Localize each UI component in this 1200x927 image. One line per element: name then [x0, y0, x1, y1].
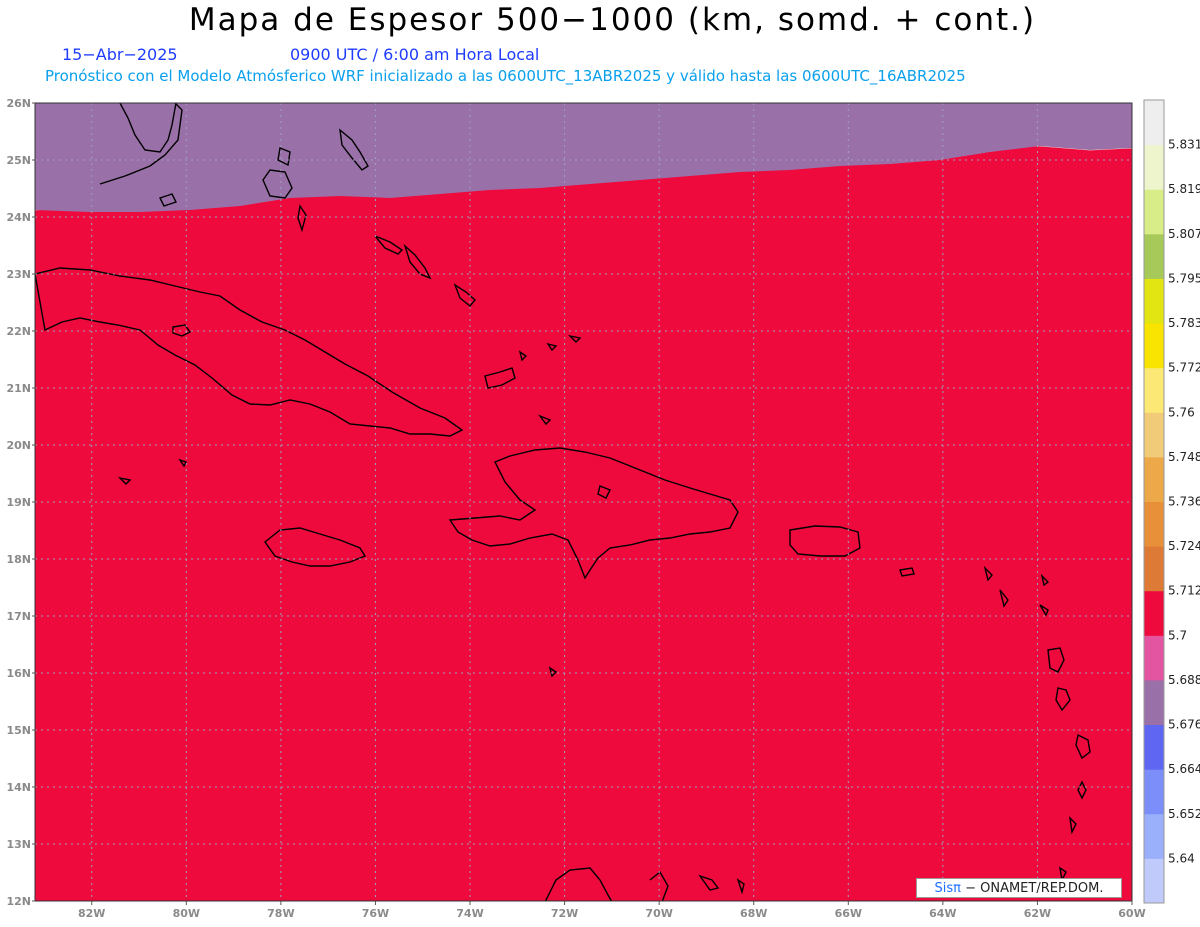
axis-tick-labels: 82W 80W 78W 76W 74W 72W 70W 68W 66W 64W 62W 60W 12N 1… — [6, 97, 1145, 920]
lat-tick-label: 21N — [6, 382, 31, 395]
colorbar-swatch — [1144, 679, 1164, 726]
colorbar-level-label: 5.724 — [1168, 539, 1200, 553]
coastlines — [35, 103, 1091, 901]
colorbar-swatch — [1144, 769, 1164, 815]
colorbar-level-label: 5.688 — [1168, 673, 1200, 687]
map-title: Mapa de Espesor 500−1000 (km, somd. + co… — [188, 2, 1037, 38]
lat-tick-label: 26N — [6, 97, 31, 110]
colorbar-swatch — [1144, 501, 1164, 547]
colorbar-legend: 5.64 5.652 5.664 5.676 5.688 5.7 5.712 5.724 5.7… — [1143, 99, 1200, 904]
colorbar-level-label: 5.64 — [1168, 851, 1195, 865]
colorbar-swatch — [1144, 590, 1164, 636]
colorbar-swatch — [1144, 813, 1164, 859]
lon-tick-label: 82W — [78, 907, 105, 920]
lat-tick-label: 13N — [6, 838, 31, 851]
coastline-lesser-antilles — [899, 565, 1091, 883]
colorbar-level-label: 5.7 — [1168, 628, 1187, 642]
coastline-isla-juventud — [172, 324, 192, 337]
colorbar-level-label: 5.712 — [1168, 584, 1200, 598]
colorbar-swatch — [1144, 635, 1164, 681]
colorbar-swatch — [1144, 367, 1164, 413]
colorbar-swatch — [1144, 724, 1164, 770]
colorbar-level-label: 5.676 — [1168, 718, 1200, 732]
lat-tick-label: 18N — [6, 553, 31, 566]
colorbar-swatch — [1144, 189, 1164, 235]
lat-tick-label: 24N — [6, 211, 31, 224]
lat-tick-label: 25N — [6, 154, 31, 167]
graticule — [35, 103, 1132, 901]
model-run-subtitle: Pronóstico con el Modelo Atmósferico WRF… — [45, 67, 966, 85]
lat-tick-label: 17N — [6, 610, 31, 623]
colorbar-swatch — [1144, 144, 1164, 190]
lat-tick-label: 20N — [6, 439, 31, 452]
colorbar-level-label: 5.748 — [1168, 450, 1200, 464]
colorbar-level-label: 5.819 — [1168, 182, 1200, 196]
thickness-fill-bands — [35, 103, 1132, 901]
lat-tick-label: 15N — [6, 724, 31, 737]
coastline-bahamas — [99, 103, 516, 389]
colorbar-level-label: 5.736 — [1168, 495, 1200, 509]
band-5.676-5.688-fill — [35, 103, 1132, 212]
colorbar-level-label: 5.783 — [1168, 316, 1200, 330]
lon-tick-label: 70W — [645, 907, 672, 920]
credit-brand: Sisπ — [934, 881, 961, 896]
colorbar-level-label: 5.831 — [1168, 138, 1200, 152]
coastline-cuba — [35, 267, 464, 437]
colorbar-swatch — [1144, 323, 1164, 369]
colorbar-swatch — [1144, 278, 1164, 324]
lat-tick-label: 23N — [6, 268, 31, 281]
forecast-time: 0900 UTC / 6:00 am Hora Local — [290, 45, 540, 64]
colorbar-level-label: 5.807 — [1168, 227, 1200, 241]
colorbar-level-label: 5.795 — [1168, 271, 1200, 285]
lon-tick-label: 74W — [456, 907, 483, 920]
colorbar-frame — [1143, 99, 1165, 904]
coastline-south-america — [544, 867, 745, 901]
forecast-date: 15−Abr−2025 — [62, 45, 178, 64]
coastline-small-islands — [117, 334, 611, 678]
coastline-hispaniola — [448, 447, 739, 580]
coastline-jamaica — [264, 527, 367, 567]
colorbar-swatch — [1144, 233, 1164, 279]
lat-tick-label: 19N — [6, 496, 31, 509]
credit-text: − ONAMET/REP.DOM. — [965, 881, 1104, 896]
colorbar-level-label: 5.772 — [1168, 361, 1200, 375]
lat-tick-label: 12N — [6, 895, 31, 908]
lon-tick-label: 64W — [929, 907, 956, 920]
lat-tick-label: 14N — [6, 781, 31, 794]
colorbar-swatch — [1144, 100, 1164, 146]
lon-tick-label: 80W — [173, 907, 200, 920]
band-5.7-5.712 — [35, 143, 1132, 901]
credit-box: Sisπ − ONAMET/REP.DOM. — [916, 878, 1122, 898]
colorbar-swatch — [1144, 456, 1164, 502]
colorbar-swatch — [1144, 858, 1164, 904]
lon-tick-label: 62W — [1024, 907, 1051, 920]
coastline-florida — [119, 103, 177, 153]
lon-tick-label: 72W — [551, 907, 578, 920]
colorbar-level-label: 5.664 — [1168, 762, 1200, 776]
colorbar-level-label: 5.652 — [1168, 807, 1200, 821]
lat-tick-label: 22N — [6, 325, 31, 338]
coastline-puerto-rico — [789, 525, 861, 557]
lon-tick-label: 78W — [267, 907, 294, 920]
lat-tick-label: 16N — [6, 667, 31, 680]
lon-tick-label: 76W — [362, 907, 389, 920]
colorbar-swatch — [1144, 546, 1164, 592]
lon-tick-label: 68W — [740, 907, 767, 920]
colorbar-level-label: 5.76 — [1168, 405, 1195, 419]
lon-tick-label: 60W — [1118, 907, 1145, 920]
colorbar-swatch — [1144, 412, 1164, 458]
lon-tick-label: 66W — [835, 907, 862, 920]
